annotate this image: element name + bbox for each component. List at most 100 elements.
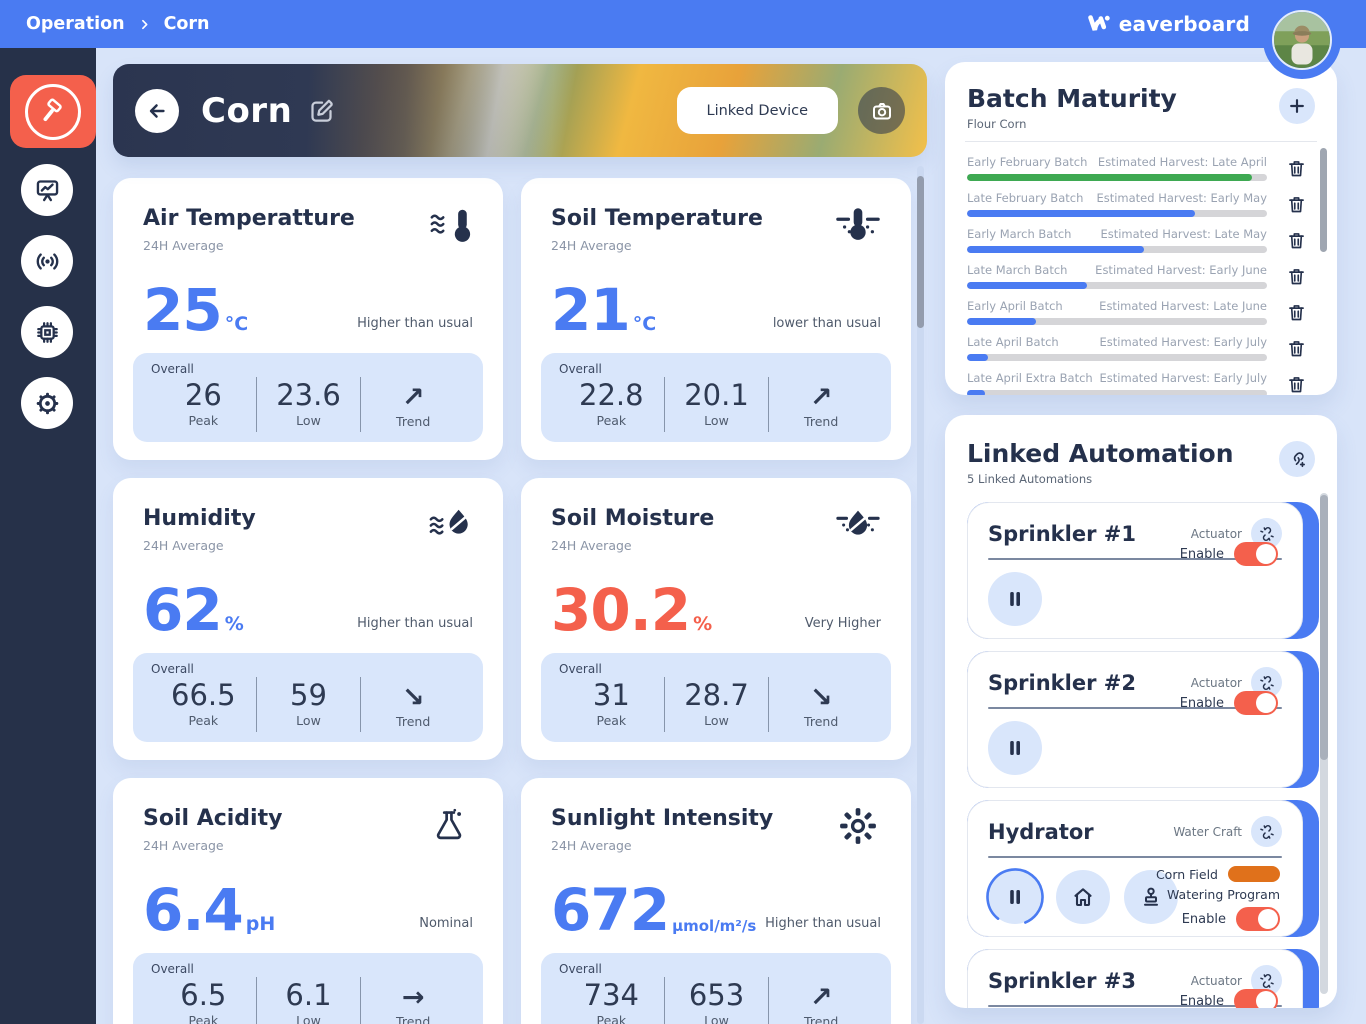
batch-row: Early March Batch Estimated Harvest: Lat… [967, 222, 1315, 258]
enable-row: Enable [1182, 907, 1280, 931]
main-scrollbar-thumb[interactable] [917, 176, 924, 328]
delete-batch-button[interactable] [1281, 297, 1311, 327]
metric-subtitle: 24H Average [551, 238, 632, 253]
metric-value: 62% [143, 575, 244, 644]
batch-harvest-estimate: Estimated Harvest: Late June [1099, 299, 1267, 313]
batch-name: Late February Batch [967, 191, 1084, 205]
add-batch-button[interactable] [1279, 88, 1315, 124]
peak-label: Peak [188, 713, 219, 729]
trend-label: Trend [804, 1014, 839, 1024]
progress-ring [986, 868, 1044, 926]
sidebar-item-chip[interactable] [21, 306, 73, 358]
sidebar-item-broadcast[interactable] [21, 235, 73, 287]
unlink-device-button[interactable] [1251, 816, 1282, 847]
home-icon [1074, 888, 1092, 907]
enable-toggle[interactable] [1234, 542, 1278, 566]
trend-arrow-icon: ↘ [809, 681, 833, 713]
metric-unit: % [693, 613, 713, 635]
enable-row: Enable [1180, 542, 1278, 566]
metric-subtitle: 24H Average [551, 538, 632, 553]
peak-value: 734 [583, 977, 639, 1012]
metric-subtitle: 24H Average [143, 538, 224, 553]
metric-status: lower than usual [772, 316, 881, 331]
humidity-icon [423, 506, 473, 550]
linked-device-button[interactable]: Linked Device [676, 87, 838, 134]
camera-button[interactable] [858, 87, 905, 134]
crop-banner: Corn Linked Device [113, 64, 927, 157]
enable-label: Enable [1179, 546, 1224, 562]
delete-batch-button[interactable] [1281, 261, 1311, 291]
pause-button[interactable] [988, 572, 1042, 626]
device-type-label: Water Craft [1173, 824, 1242, 839]
trend-label: Trend [396, 1014, 431, 1024]
enable-toggle[interactable] [1236, 907, 1280, 931]
delete-batch-button[interactable] [1281, 153, 1311, 183]
automation-device-card: Hydrator Water Craft [967, 800, 1319, 937]
enable-toggle[interactable] [1234, 989, 1278, 1008]
low-value: 6.1 [285, 977, 332, 1012]
back-button[interactable] [135, 88, 179, 133]
batch-name: Early March Batch [967, 227, 1072, 241]
toggle-knob [1256, 544, 1276, 564]
home-button[interactable] [1056, 870, 1110, 924]
peak-value: 6.5 [180, 977, 227, 1012]
gear-icon [34, 390, 61, 417]
batch-row: Late April Extra Batch Estimated Harvest… [967, 366, 1315, 395]
metric-value: 6.4 pH [143, 880, 275, 938]
batch-progress-bar [967, 246, 1267, 253]
breadcrumb-corn: Corn [163, 14, 210, 34]
add-link-button[interactable] [1279, 441, 1315, 477]
metric-subtitle: 24H Average [551, 838, 632, 853]
pause-button[interactable] [986, 868, 1044, 926]
field-row: Corn Field [1156, 866, 1280, 882]
low-value: 23.6 [276, 377, 341, 412]
low-value: 653 [688, 977, 745, 1012]
batch-progress-fill [967, 246, 1144, 253]
trend-label: Trend [804, 714, 839, 729]
overall-panel: Overall 26 Peak 23.6 Low ↗ Trend [133, 352, 483, 442]
main-scrollbar-track[interactable] [917, 166, 924, 1024]
sidebar-item-gear[interactable] [21, 377, 73, 429]
flask-icon [423, 806, 473, 850]
delete-batch-button[interactable] [1281, 333, 1311, 363]
metric-subtitle: 24H Average [143, 838, 224, 853]
pause-button[interactable] [988, 721, 1042, 775]
breadcrumb-operation[interactable]: Operation [26, 14, 125, 34]
trash-icon [1288, 376, 1304, 392]
metric-unit: °C [224, 313, 249, 335]
batch-progress-bar [967, 354, 1267, 361]
batch-harvest-estimate: Estimated Harvest: Early May [1096, 191, 1267, 205]
metric-card: Soil Acidity 24H Average 6.4 pH Nominal O… [113, 778, 503, 1024]
batch-harvest-estimate: Estimated Harvest: Late April [1097, 155, 1267, 169]
edit-title-button[interactable] [308, 97, 335, 124]
delete-batch-button[interactable] [1281, 225, 1311, 255]
brand-logo[interactable]: eaverboard [1086, 0, 1250, 48]
batch-progress-fill [967, 318, 1036, 325]
sidebar-item-analytics[interactable] [21, 164, 73, 216]
batch-harvest-estimate: Estimated Harvest: Late May [1100, 227, 1267, 241]
batch-scrollbar-thumb[interactable] [1320, 148, 1327, 252]
metric-number: 62 [143, 575, 223, 644]
avatar[interactable] [1272, 10, 1332, 70]
divider [988, 558, 1282, 560]
delete-batch-button[interactable] [1281, 369, 1311, 395]
batch-name: Early April Batch [967, 299, 1063, 313]
plus-icon [1290, 99, 1304, 113]
metric-card: Soil Moisture 24H Average 30.2% Very Hig… [521, 478, 911, 760]
batch-row: Late April Batch Estimated Harvest: Earl… [967, 330, 1315, 366]
metric-title: Sunlight Intensity [551, 806, 774, 831]
low-label: Low [704, 1013, 729, 1024]
batch-harvest-estimate: Estimated Harvest: Early July [1099, 335, 1267, 349]
joystick-button[interactable] [1124, 870, 1178, 924]
field-status-pill[interactable] [1228, 866, 1280, 882]
metric-title: Soil Moisture [551, 506, 715, 531]
automation-scrollbar-thumb[interactable] [1320, 495, 1328, 760]
enable-toggle[interactable] [1234, 691, 1278, 715]
metric-number: 25 [143, 275, 223, 344]
metric-value: 30.2% [551, 580, 713, 638]
delete-batch-button[interactable] [1281, 189, 1311, 219]
sidebar-item-hammer-active[interactable] [10, 75, 96, 148]
metric-card: Sunlight Intensity 24H Average 672 µmol/m… [521, 778, 911, 1024]
batch-list: Early February Batch Estimated Harvest: … [967, 150, 1315, 395]
